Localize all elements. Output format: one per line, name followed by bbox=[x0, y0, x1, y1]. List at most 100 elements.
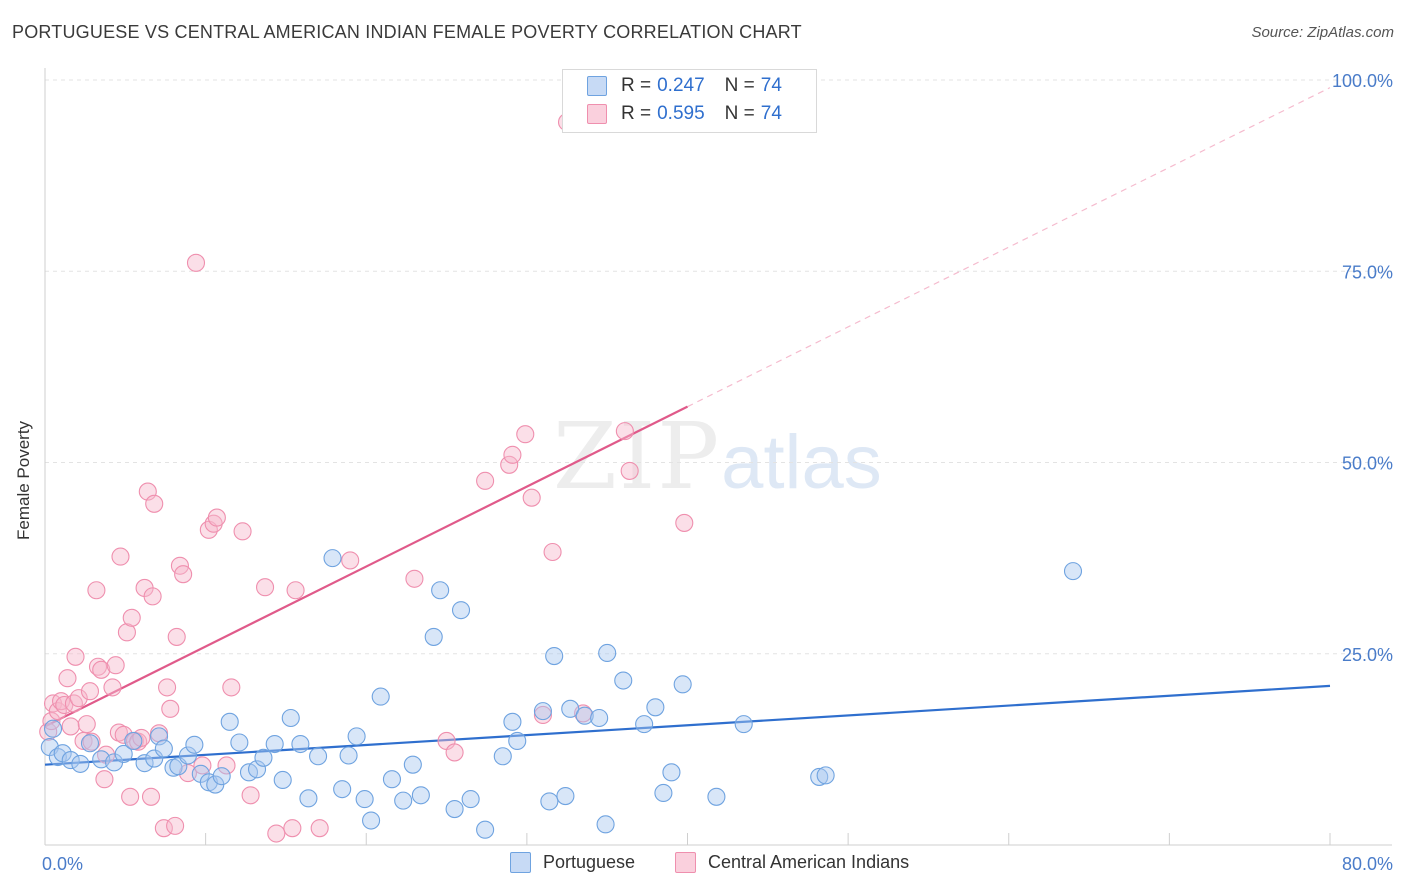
data-point bbox=[241, 786, 260, 805]
y-tick-label: 75.0% bbox=[1342, 262, 1393, 282]
data-point bbox=[71, 754, 90, 773]
y-tick-label: 100.0% bbox=[1332, 71, 1393, 91]
data-point bbox=[503, 712, 522, 731]
data-point bbox=[88, 657, 108, 676]
data-point bbox=[362, 811, 381, 830]
data-point bbox=[540, 792, 559, 811]
data-point bbox=[178, 746, 198, 765]
data-point bbox=[158, 678, 177, 697]
data-point bbox=[154, 739, 173, 758]
data-point bbox=[598, 643, 617, 663]
series-legend: Portuguese Central American Indians bbox=[0, 852, 1406, 878]
data-point bbox=[106, 656, 125, 675]
data-point bbox=[461, 790, 480, 809]
data-point bbox=[347, 727, 366, 746]
data-point bbox=[615, 422, 634, 441]
correlation-legend: R = 0.247 N = 74 R = 0.595 N = 74 bbox=[562, 69, 817, 133]
legend-label-central-american-indians: Central American Indians bbox=[708, 852, 910, 872]
data-point bbox=[77, 715, 96, 734]
data-point bbox=[810, 767, 829, 786]
data-point bbox=[220, 712, 239, 731]
tick-labels: 25.0% 50.0% 75.0% 100.0% 0.0% 80.0% bbox=[42, 71, 1393, 874]
legend-swatch-central-american-indians bbox=[675, 852, 696, 873]
data-point bbox=[654, 783, 673, 803]
data-point bbox=[281, 708, 300, 728]
legend-label-portuguese: Portuguese bbox=[543, 852, 636, 872]
data-point bbox=[95, 770, 114, 789]
legend-n-label: N = bbox=[724, 75, 755, 96]
data-point bbox=[355, 790, 374, 809]
data-point bbox=[662, 763, 681, 782]
data-point bbox=[217, 756, 236, 775]
data-point bbox=[333, 780, 352, 799]
data-point bbox=[451, 601, 471, 620]
data-point bbox=[61, 751, 80, 770]
data-point bbox=[500, 455, 519, 474]
data-point bbox=[675, 513, 694, 532]
data-point bbox=[556, 786, 575, 806]
legend-item-portuguese[interactable]: Portuguese bbox=[510, 852, 635, 873]
data-point bbox=[283, 819, 302, 838]
data-point bbox=[145, 494, 164, 513]
data-point bbox=[707, 787, 726, 806]
legend-n-value: 74 bbox=[760, 75, 782, 96]
source-credit: Source: ZipAtlas.com bbox=[1251, 24, 1394, 41]
x-tick-label: 0.0% bbox=[42, 854, 83, 874]
data-point bbox=[522, 488, 541, 507]
data-point bbox=[445, 743, 464, 762]
data-point bbox=[143, 587, 162, 606]
data-point bbox=[166, 816, 185, 835]
data-point bbox=[114, 725, 133, 744]
data-point bbox=[87, 581, 106, 600]
data-point bbox=[575, 706, 594, 725]
data-point bbox=[43, 719, 63, 738]
legend-n-value: 74 bbox=[760, 103, 782, 124]
data-point bbox=[382, 770, 402, 789]
data-point bbox=[503, 445, 522, 464]
data-point bbox=[309, 747, 328, 766]
data-point bbox=[212, 767, 231, 786]
data-point bbox=[323, 549, 342, 568]
data-point bbox=[233, 522, 252, 541]
data-point bbox=[635, 715, 654, 734]
data-point bbox=[614, 671, 633, 690]
data-point bbox=[124, 731, 143, 751]
data-point bbox=[545, 646, 564, 666]
legend-item-central-american-indians[interactable]: Central American Indians bbox=[675, 852, 909, 873]
data-point bbox=[145, 749, 164, 768]
data-point bbox=[265, 734, 284, 754]
series-central-american-indians-points bbox=[39, 113, 694, 843]
data-point bbox=[247, 760, 267, 779]
data-point bbox=[273, 770, 292, 790]
data-point bbox=[299, 789, 318, 808]
x-tick-label: 80.0% bbox=[1342, 854, 1393, 874]
data-point bbox=[103, 678, 122, 697]
data-point bbox=[254, 748, 273, 767]
data-point bbox=[174, 565, 193, 584]
y-tick-label: 50.0% bbox=[1342, 454, 1393, 474]
data-point bbox=[111, 547, 130, 566]
data-point bbox=[533, 702, 552, 721]
data-point bbox=[117, 623, 136, 642]
data-point bbox=[646, 698, 665, 717]
trend-line-extension bbox=[687, 87, 1331, 408]
data-point bbox=[476, 471, 495, 490]
legend-r-value: 0.247 bbox=[657, 75, 705, 96]
trend-line bbox=[44, 405, 688, 728]
chart-title: PORTUGUESE VS CENTRAL AMERICAN INDIAN FE… bbox=[12, 22, 802, 42]
data-point bbox=[508, 731, 527, 751]
data-point bbox=[114, 744, 133, 764]
trend-line bbox=[44, 684, 1331, 766]
data-point bbox=[186, 253, 206, 272]
data-point bbox=[167, 627, 186, 646]
grid-lines bbox=[45, 79, 1392, 655]
data-point bbox=[222, 678, 241, 697]
data-point bbox=[92, 660, 111, 679]
data-point bbox=[590, 708, 609, 728]
data-point bbox=[185, 735, 204, 754]
data-point bbox=[55, 695, 74, 715]
data-point bbox=[310, 819, 329, 838]
data-point bbox=[66, 647, 85, 666]
data-point bbox=[121, 787, 140, 806]
